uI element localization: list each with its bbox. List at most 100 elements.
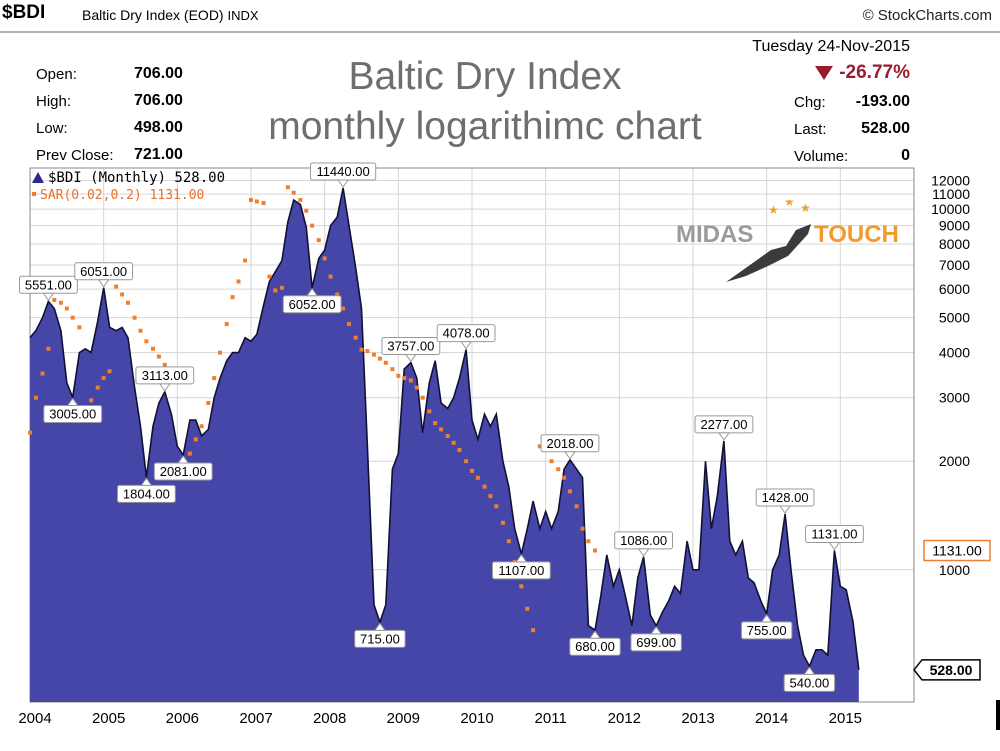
sar-point [28, 430, 32, 435]
annotation-pointer [404, 353, 417, 363]
sar-point [144, 339, 149, 344]
sar-point [494, 504, 499, 509]
sar-point [107, 369, 112, 374]
stat-label: Prev Close: [36, 147, 114, 164]
sar-point [70, 315, 75, 320]
stat-label: High: [36, 93, 72, 110]
sar-point [125, 300, 130, 305]
annotation-label: 3113.00 [142, 368, 188, 383]
annotation-label: 4078.00 [443, 326, 490, 341]
sar-point [230, 295, 235, 300]
stat-label: Open: [36, 66, 77, 83]
annotation-pointer [140, 477, 153, 486]
price-last-label: 528.00 [930, 662, 973, 678]
x-tick-label: 2005 [92, 710, 125, 727]
sar-point [408, 378, 413, 383]
stat-label: Chg: [794, 94, 826, 111]
annotation-pointer [589, 630, 601, 639]
sar-point [353, 335, 358, 340]
y-tick-label: 6000 [939, 281, 970, 297]
x-tick-label: 2006 [166, 710, 199, 727]
annotation-pointer [760, 613, 773, 623]
sar-point [138, 328, 143, 333]
sar-point [593, 548, 598, 553]
logo-star-2: ★ [784, 200, 795, 209]
annotation-label: 680.00 [575, 639, 615, 654]
sar-point [506, 539, 511, 544]
sar-point [322, 256, 327, 261]
logo-word-touch: TOUCH [814, 221, 899, 248]
stat-value: 721.00 [134, 146, 183, 163]
sar-point [451, 440, 456, 445]
sar-point [328, 274, 333, 279]
x-tick-label: 2008 [313, 710, 346, 727]
annotation-label: 5551.00 [25, 277, 72, 292]
sar-point [396, 373, 401, 378]
sar-point [101, 376, 106, 381]
stat-value: 706.00 [134, 65, 183, 82]
sar-point [562, 475, 567, 480]
sar-point [218, 350, 223, 355]
sar-point [267, 274, 272, 279]
annotation-pointer [460, 341, 473, 350]
sar-point [420, 395, 425, 400]
index-name-text: Baltic Dry Index (EOD) [82, 7, 224, 23]
sar-point [335, 292, 340, 297]
y-tick-label: 3000 [939, 390, 970, 406]
sar-point [95, 385, 100, 390]
sar-point [402, 376, 407, 381]
y-tick-label: 11000 [932, 186, 970, 202]
x-tick-label: 2009 [387, 710, 420, 727]
sar-point [206, 401, 211, 406]
sar-point [156, 354, 161, 359]
sar-point [298, 197, 303, 202]
stat-label: Last: [794, 121, 827, 138]
stat-label: Low: [36, 120, 68, 137]
edge-marker [996, 700, 1000, 730]
sar-point [427, 409, 432, 414]
stockcharts-credit[interactable]: © StockCharts.com [862, 7, 992, 24]
sar-last-tag [923, 539, 991, 562]
sar-point [89, 398, 94, 403]
sar-point [249, 197, 253, 202]
annotation-label: 540.00 [790, 675, 830, 690]
annotation-label: 1107.00 [498, 563, 544, 578]
sar-point [151, 346, 156, 351]
sar-point [291, 190, 296, 195]
sar-point [500, 520, 505, 525]
sar-point [310, 223, 315, 228]
sar-point [574, 504, 579, 509]
annotation-pointer [337, 179, 350, 188]
sar-point [114, 284, 119, 289]
sar-point [482, 484, 487, 489]
sar-point [445, 433, 450, 438]
sar-point [470, 468, 474, 473]
sar-point [40, 371, 45, 376]
stat-value: 0 [901, 147, 910, 164]
annotation-pointer [828, 542, 841, 551]
sar-point [132, 315, 137, 320]
sar-point [457, 447, 462, 452]
stat-value: -193.00 [855, 93, 910, 110]
sar-point [567, 489, 572, 494]
logo-word-midas: MIDAS [676, 221, 753, 248]
sar-dot-icon [32, 192, 36, 196]
sar-point [64, 306, 69, 311]
sar-point [390, 367, 395, 372]
legend-bdi: $BDI (Monthly) 528.00 [32, 170, 225, 186]
annotation-label: 6051.00 [80, 264, 127, 279]
sar-point [162, 362, 167, 367]
down-triangle-icon [815, 65, 834, 80]
sar-point [488, 494, 493, 499]
bdi-area-fill [30, 188, 859, 702]
annotation-label: 3757.00 [387, 338, 434, 353]
x-tick-label: 2010 [460, 710, 493, 727]
annotation-pointer [637, 548, 650, 557]
x-tick-label: 2013 [681, 710, 714, 727]
sar-point [377, 356, 382, 361]
annotation-label: 699.00 [636, 635, 676, 650]
sar-point [383, 360, 388, 365]
annotation-label: 2277.00 [700, 417, 747, 432]
annotation-label: 1131.00 [811, 527, 857, 542]
